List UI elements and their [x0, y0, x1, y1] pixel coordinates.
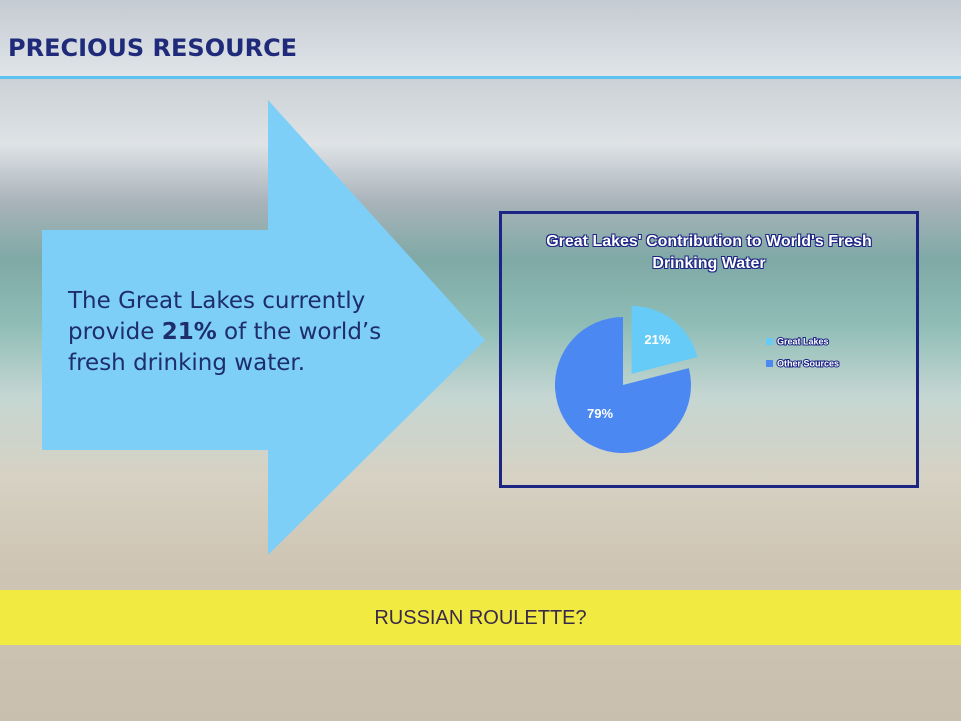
arrow-text: The Great Lakes currently provide 21% of…: [68, 286, 428, 379]
slide: PRECIOUS RESOURCE 21%79%Great LakesOther…: [0, 0, 961, 721]
banner-text: RUSSIAN ROULETTE?: [0, 607, 961, 630]
bold-text: 21%: [162, 319, 217, 345]
chart-title: Great Lakes' Contribution to World's Fre…: [534, 231, 884, 275]
